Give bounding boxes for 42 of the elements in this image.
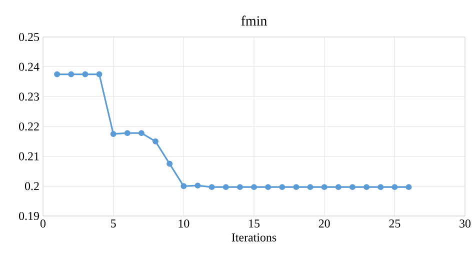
- point: [406, 184, 412, 190]
- point: [96, 71, 102, 78]
- x-tick-label: 15: [249, 220, 260, 228]
- point: [166, 160, 173, 167]
- y-tick-label: 0.24: [19, 62, 40, 71]
- point: [138, 130, 144, 136]
- point: [68, 71, 74, 78]
- point: [335, 184, 342, 190]
- point: [279, 184, 286, 190]
- point: [82, 71, 88, 78]
- x-tick-label: 10: [178, 220, 190, 228]
- point: [307, 184, 314, 190]
- x-tick-label: 0: [40, 220, 46, 228]
- x-tick-label: 20: [318, 220, 330, 228]
- point: [124, 130, 130, 136]
- point: [110, 130, 116, 137]
- point: [222, 184, 229, 190]
- y-tick-label: 0.19: [19, 212, 39, 220]
- x-axis-title: Iterations: [232, 233, 276, 242]
- y-tick-label: 0.21: [19, 152, 39, 160]
- point: [251, 184, 257, 190]
- y-tick-label: 0.23: [19, 92, 40, 101]
- point: [392, 184, 398, 190]
- point: [54, 71, 60, 78]
- x-tick-label: 5: [111, 220, 116, 228]
- point: [378, 184, 384, 190]
- y-tick-label: 0.22: [19, 122, 39, 131]
- point: [364, 184, 370, 190]
- point: [152, 138, 159, 144]
- point: [236, 184, 243, 190]
- x-tick-label: 25: [389, 220, 400, 228]
- point: [321, 184, 328, 190]
- y-tick-label: 0.2: [24, 182, 39, 190]
- point: [293, 184, 300, 190]
- point: [265, 184, 272, 190]
- point: [349, 184, 356, 190]
- point: [180, 183, 187, 190]
- point: [194, 182, 201, 189]
- y-tick-label: 0.25: [19, 32, 40, 42]
- x-tick-label: 30: [460, 220, 471, 228]
- point: [208, 184, 215, 190]
- chart-title: fmin: [241, 16, 267, 26]
